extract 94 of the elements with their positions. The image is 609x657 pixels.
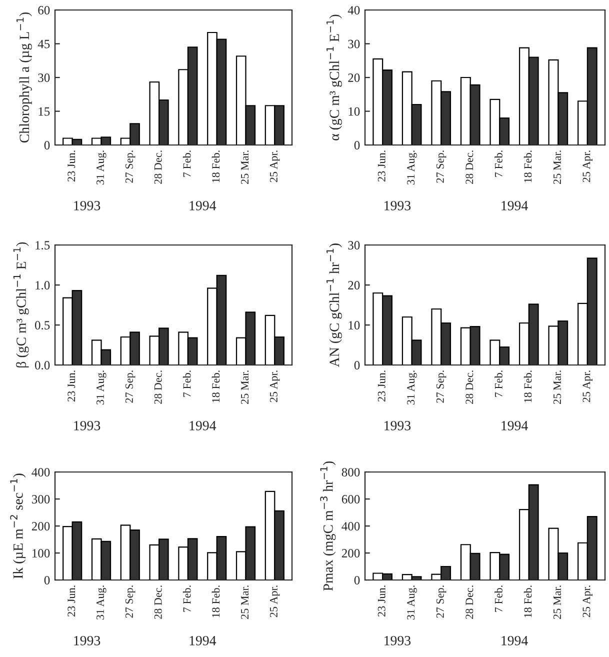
y-tick-label: 1.0 xyxy=(36,281,50,290)
x-tick-label: 7 Feb. xyxy=(182,586,191,612)
x-tick-label: 18 Feb. xyxy=(212,150,220,182)
text: 1994 xyxy=(190,636,216,646)
x-tick-label: 31 Aug. xyxy=(96,150,106,185)
y-tick-label: 0 xyxy=(44,576,50,584)
y-axis-title: Chlorophyll a (µg L$^{−1}$) xyxy=(16,12,32,143)
y-tick-label: 15 xyxy=(38,107,50,116)
x-tick-label: 23 Jun. xyxy=(378,150,386,182)
x-tick-label: 28 Dec. xyxy=(154,586,162,619)
x-tick-label: 25 Mar. xyxy=(241,586,249,619)
x-tick-label: 18 Feb. xyxy=(212,370,220,402)
text: 1994 xyxy=(502,636,528,646)
y-tick-label: 0 xyxy=(44,141,50,150)
x-tick-label: 7 Feb. xyxy=(182,370,191,397)
x-tick-label: 31 Aug. xyxy=(407,150,417,185)
text: 1993 xyxy=(74,420,100,430)
x-tick-label: 18 Feb. xyxy=(524,150,532,182)
text: 1993 xyxy=(74,636,100,646)
y-tick-label: 1.5 xyxy=(36,241,50,250)
x-tick-label: 27 Sep. xyxy=(436,370,446,403)
y-tick-label: 0 xyxy=(354,361,360,370)
x-tick-label: 23 Jun. xyxy=(68,150,76,182)
y-tick-label: 600 xyxy=(342,495,360,504)
x-tick-label: 27 Sep. xyxy=(125,370,136,403)
x-tick-label: 18 Feb. xyxy=(212,586,220,618)
x-tick-label: 18 Feb. xyxy=(524,370,532,402)
text: 1994 xyxy=(190,200,216,210)
y-tick-label: 300 xyxy=(32,495,50,504)
y-tick-label: 30 xyxy=(348,40,360,48)
x-tick-label: 7 Feb. xyxy=(494,586,502,612)
text: 1994 xyxy=(502,200,528,210)
x-tick-label: 25 Apr. xyxy=(270,150,280,182)
y-tick-label: 20 xyxy=(348,74,360,82)
x-tick-label: 28 Dec. xyxy=(154,370,162,404)
x-tick-label: 25 Mar. xyxy=(553,370,561,404)
y-tick-label: 30 xyxy=(348,241,360,250)
x-tick-label: 27 Sep. xyxy=(436,150,446,183)
x-tick-label: 18 Feb. xyxy=(524,586,532,618)
y-axis-title: Ik (µE m$^{−2}$ sec$^{−1}$) xyxy=(10,474,26,578)
x-tick-label: 28 Dec. xyxy=(154,150,162,184)
x-tick-label: 25 Apr. xyxy=(270,586,280,618)
y-tick-label: 0 xyxy=(354,576,360,584)
x-tick-label: 25 Apr. xyxy=(270,370,280,402)
x-tick-label: 23 Jun. xyxy=(68,586,76,616)
text: 1993 xyxy=(384,420,411,430)
x-tick-label: 25 Mar. xyxy=(241,150,249,184)
x-tick-label: 28 Dec. xyxy=(466,586,474,619)
x-tick-label: 7 Feb. xyxy=(494,370,502,397)
y-tick-label: 60 xyxy=(38,6,50,14)
x-tick-label: 28 Dec. xyxy=(466,150,474,184)
y-tick-label: 800 xyxy=(342,468,360,476)
x-tick-label: 7 Feb. xyxy=(182,150,191,177)
y-tick-label: 200 xyxy=(342,549,360,558)
y-tick-label: 400 xyxy=(342,522,360,530)
y-axis-title: AN (gC gChl$^{−1}$ hr$^{−1}$) xyxy=(326,244,342,368)
y-axis-title: α (gC m³ gChl$^{−1}$ E$^{−1}$) xyxy=(326,14,342,140)
x-tick-label: 28 Dec. xyxy=(466,370,474,404)
y-tick-label: 0.5 xyxy=(34,321,50,330)
x-tick-label: 25 Apr. xyxy=(582,370,592,402)
text: 1993 xyxy=(74,200,100,210)
text: 1993 xyxy=(384,200,411,210)
y-tick-label: 10 xyxy=(348,107,360,116)
x-tick-label: 31 Aug. xyxy=(407,586,417,620)
y-tick-label: 0.0 xyxy=(34,361,50,370)
x-tick-label: 31 Aug. xyxy=(96,586,106,620)
text: 1993 xyxy=(384,636,411,646)
x-tick-label: 23 Jun. xyxy=(68,370,76,402)
x-tick-label: 31 Aug. xyxy=(96,370,106,405)
x-tick-label: 25 Mar. xyxy=(553,150,561,184)
x-tick-label: 25 Apr. xyxy=(582,586,592,618)
y-tick-label: 100 xyxy=(32,549,50,558)
y-axis-title: Pmax (mgC m$^{−3}$ hr$^{−1}$) xyxy=(320,461,336,591)
x-tick-label: 27 Sep. xyxy=(125,586,136,618)
x-tick-label: 23 Jun. xyxy=(378,586,386,616)
x-tick-label: 7 Feb. xyxy=(494,150,502,177)
y-tick-label: 0 xyxy=(354,141,360,150)
x-tick-label: 23 Jun. xyxy=(378,370,386,402)
text: 1994 xyxy=(190,420,216,430)
x-tick-label: 25 Mar. xyxy=(553,586,561,619)
y-tick-label: 10 xyxy=(348,321,360,330)
y-tick-label: 40 xyxy=(348,6,360,14)
y-tick-label: 30 xyxy=(38,74,50,82)
y-tick-label: 400 xyxy=(32,468,50,476)
text: 1994 xyxy=(502,420,528,430)
y-tick-label: 45 xyxy=(38,40,50,48)
x-tick-label: 27 Sep. xyxy=(125,150,136,183)
x-tick-label: 25 Mar. xyxy=(241,370,249,404)
y-axis-title: β (gC m³ gChl$^{−1}$ E$^{−1}$) xyxy=(13,242,29,368)
x-tick-label: 27 Sep. xyxy=(436,586,446,618)
x-tick-label: 31 Aug. xyxy=(407,370,417,405)
x-tick-label: 25 Apr. xyxy=(582,150,592,182)
y-tick-label: 20 xyxy=(348,281,360,290)
y-tick-label: 200 xyxy=(32,522,50,530)
